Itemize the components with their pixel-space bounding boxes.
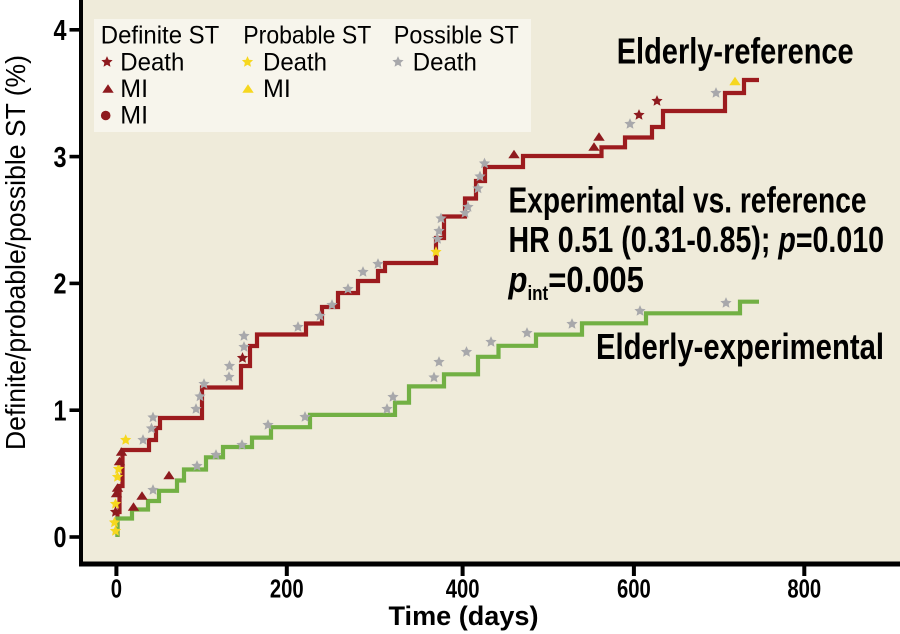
svg-text:800: 800 bbox=[787, 574, 821, 603]
svg-text:2: 2 bbox=[53, 267, 66, 300]
svg-text:Definite ST: Definite ST bbox=[101, 22, 220, 50]
svg-text:Death: Death bbox=[413, 49, 477, 77]
svg-text:Elderly-experimental: Elderly-experimental bbox=[596, 326, 884, 367]
svg-text:Definite/probable/possible ST: Definite/probable/possible ST (%) bbox=[0, 55, 31, 450]
svg-text:0: 0 bbox=[53, 521, 66, 554]
svg-text:Possible ST: Possible ST bbox=[394, 22, 519, 50]
svg-text:0: 0 bbox=[111, 574, 122, 603]
svg-text:1: 1 bbox=[53, 394, 66, 427]
svg-text:Experimental vs. reference: Experimental vs. reference bbox=[509, 180, 867, 221]
svg-text:Elderly-reference: Elderly-reference bbox=[617, 31, 854, 72]
svg-text:pint=0.005: pint=0.005 bbox=[508, 260, 644, 305]
svg-text:4: 4 bbox=[53, 14, 66, 47]
svg-text:200: 200 bbox=[270, 574, 304, 603]
svg-text:HR 0.51 (0.31-0.85); p=0.010: HR 0.51 (0.31-0.85); p=0.010 bbox=[509, 219, 885, 260]
svg-text:3: 3 bbox=[53, 141, 66, 174]
svg-text:MI: MI bbox=[120, 75, 148, 103]
svg-text:600: 600 bbox=[617, 574, 651, 603]
svg-text:Probable ST: Probable ST bbox=[243, 22, 371, 50]
svg-text:400: 400 bbox=[446, 574, 480, 603]
svg-text:Death: Death bbox=[120, 49, 184, 77]
svg-text:MI: MI bbox=[263, 75, 291, 103]
svg-text:Death: Death bbox=[263, 49, 327, 77]
svg-text:Time (days): Time (days) bbox=[389, 601, 539, 631]
svg-text:MI: MI bbox=[120, 102, 148, 130]
